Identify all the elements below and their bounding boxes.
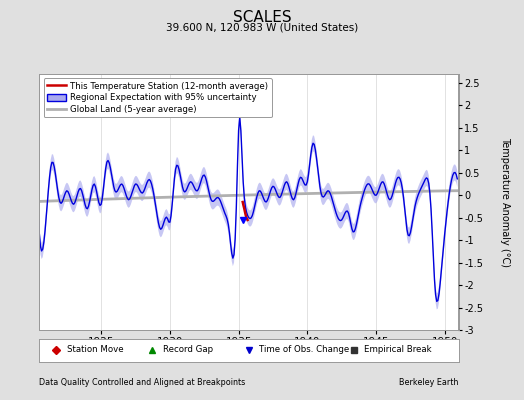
Legend: This Temperature Station (12-month average), Regional Expectation with 95% uncer: This Temperature Station (12-month avera… <box>43 78 272 117</box>
Text: Berkeley Earth: Berkeley Earth <box>399 378 458 387</box>
Y-axis label: Temperature Anomaly (°C): Temperature Anomaly (°C) <box>500 137 510 267</box>
Text: SCALES: SCALES <box>233 10 291 25</box>
Text: Record Gap: Record Gap <box>163 346 213 354</box>
Text: Empirical Break: Empirical Break <box>364 346 432 354</box>
Text: Time of Obs. Change: Time of Obs. Change <box>259 346 350 354</box>
Text: Station Move: Station Move <box>67 346 123 354</box>
Text: 39.600 N, 120.983 W (United States): 39.600 N, 120.983 W (United States) <box>166 22 358 32</box>
Text: Data Quality Controlled and Aligned at Breakpoints: Data Quality Controlled and Aligned at B… <box>39 378 246 387</box>
